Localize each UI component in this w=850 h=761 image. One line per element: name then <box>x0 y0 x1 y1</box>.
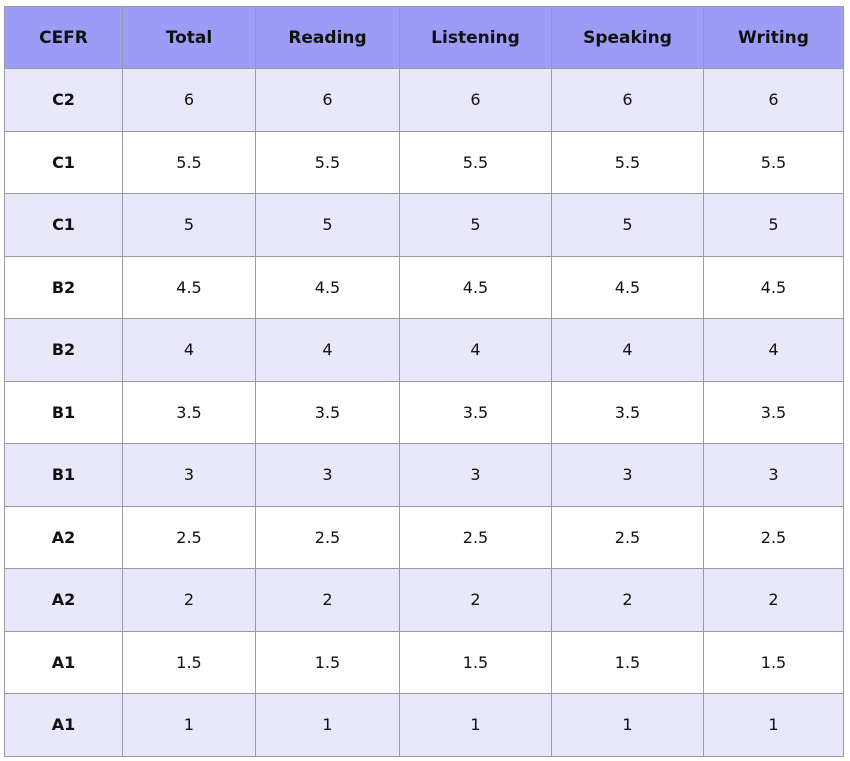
table-body: C2 6 6 6 6 6 C1 5.5 5.5 5.5 5.5 5.5 C1 5 5 5 5 5 B2 4.5 4.5 4… <box>4 68 844 757</box>
score-cell: 1.5 <box>399 630 552 694</box>
score-cell: 1 <box>551 693 704 757</box>
score-cell: 2.5 <box>703 505 844 569</box>
score-cell: 1.5 <box>551 630 704 694</box>
score-cell: 2 <box>703 568 844 632</box>
score-cell: 5 <box>551 193 704 257</box>
score-cell: 4.5 <box>255 255 400 319</box>
table-row: B2 4 4 4 4 4 <box>4 318 844 382</box>
score-cell: 4 <box>551 318 704 382</box>
header-cell: Total <box>122 6 256 69</box>
score-cell: 1.5 <box>122 630 256 694</box>
score-cell: 3.5 <box>551 380 704 444</box>
score-cell: 3.5 <box>255 380 400 444</box>
cefr-cell: A2 <box>4 505 123 569</box>
cefr-cell: A1 <box>4 693 123 757</box>
cefr-cell: A2 <box>4 568 123 632</box>
score-cell: 6 <box>255 68 400 132</box>
table-row: A1 1 1 1 1 1 <box>4 693 844 757</box>
table-row: C2 6 6 6 6 6 <box>4 68 844 132</box>
cefr-cell: B1 <box>4 380 123 444</box>
score-cell: 5.5 <box>255 130 400 194</box>
score-cell: 2 <box>255 568 400 632</box>
score-cell: 3 <box>551 443 704 507</box>
header-cell: Writing <box>703 6 844 69</box>
table-row: A2 2 2 2 2 2 <box>4 568 844 632</box>
score-cell: 6 <box>703 68 844 132</box>
table-row: B1 3.5 3.5 3.5 3.5 3.5 <box>4 380 844 444</box>
score-cell: 3 <box>255 443 400 507</box>
score-cell: 2.5 <box>551 505 704 569</box>
header-row: CEFR Total Reading Listening Speaking Writing <box>4 6 844 69</box>
score-cell: 4.5 <box>551 255 704 319</box>
cefr-cell: A1 <box>4 630 123 694</box>
score-cell: 3.5 <box>122 380 256 444</box>
score-cell: 1.5 <box>255 630 400 694</box>
score-cell: 4 <box>255 318 400 382</box>
score-cell: 2.5 <box>399 505 552 569</box>
cefr-cell: C2 <box>4 68 123 132</box>
score-cell: 1 <box>122 693 256 757</box>
table-row: A1 1.5 1.5 1.5 1.5 1.5 <box>4 630 844 694</box>
score-cell: 5.5 <box>399 130 552 194</box>
cefr-cell: C1 <box>4 193 123 257</box>
score-cell: 2 <box>399 568 552 632</box>
table-row: B1 3 3 3 3 3 <box>4 443 844 507</box>
score-cell: 4.5 <box>703 255 844 319</box>
score-cell: 6 <box>399 68 552 132</box>
score-cell: 5.5 <box>122 130 256 194</box>
table-row: A2 2.5 2.5 2.5 2.5 2.5 <box>4 505 844 569</box>
score-cell: 4.5 <box>399 255 552 319</box>
table-row: C1 5 5 5 5 5 <box>4 193 844 257</box>
score-cell: 6 <box>551 68 704 132</box>
score-cell: 3.5 <box>703 380 844 444</box>
score-cell: 3.5 <box>399 380 552 444</box>
score-cell: 6 <box>122 68 256 132</box>
score-cell: 5 <box>255 193 400 257</box>
score-cell: 5.5 <box>703 130 844 194</box>
score-cell: 4 <box>122 318 256 382</box>
score-cell: 3 <box>703 443 844 507</box>
table-row: C1 5.5 5.5 5.5 5.5 5.5 <box>4 130 844 194</box>
score-cell: 5.5 <box>551 130 704 194</box>
score-cell: 4.5 <box>122 255 256 319</box>
score-cell: 3 <box>122 443 256 507</box>
header-cell: Speaking <box>551 6 704 69</box>
score-cell: 5 <box>703 193 844 257</box>
score-cell: 2 <box>122 568 256 632</box>
score-cell: 4 <box>703 318 844 382</box>
table-row: B2 4.5 4.5 4.5 4.5 4.5 <box>4 255 844 319</box>
score-cell: 1 <box>399 693 552 757</box>
score-cell: 4 <box>399 318 552 382</box>
score-cell: 3 <box>399 443 552 507</box>
score-cell: 1 <box>255 693 400 757</box>
header-cell: CEFR <box>4 6 123 69</box>
header-cell: Reading <box>255 6 400 69</box>
table-header: CEFR Total Reading Listening Speaking Writing <box>4 6 844 69</box>
score-table: CEFR Total Reading Listening Speaking Writing… <box>4 6 844 757</box>
cefr-cell: B2 <box>4 318 123 382</box>
score-cell: 1.5 <box>703 630 844 694</box>
header-cell: Listening <box>399 6 552 69</box>
score-cell: 2.5 <box>255 505 400 569</box>
score-cell: 1 <box>703 693 844 757</box>
cefr-cell: B2 <box>4 255 123 319</box>
score-cell: 2.5 <box>122 505 256 569</box>
score-cell: 2 <box>551 568 704 632</box>
score-cell: 5 <box>399 193 552 257</box>
cefr-cell: C1 <box>4 130 123 194</box>
score-cell: 5 <box>122 193 256 257</box>
cefr-cell: B1 <box>4 443 123 507</box>
